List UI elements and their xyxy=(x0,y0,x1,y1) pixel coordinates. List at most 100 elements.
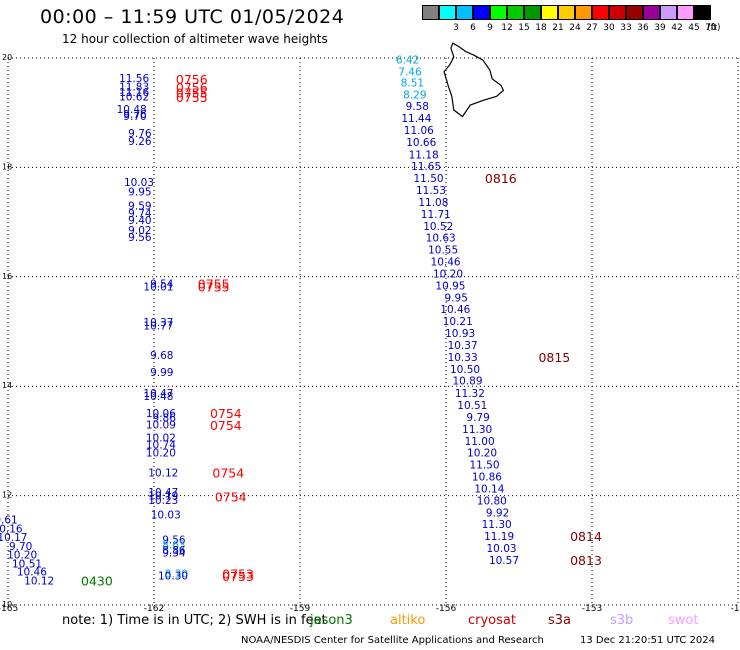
legend-swatch xyxy=(694,5,711,20)
legend-label: 12 xyxy=(501,23,513,33)
wave-height-label: 10.21 xyxy=(443,316,473,328)
legend-label: 3 xyxy=(453,23,459,33)
wave-height-label: 10.93 xyxy=(445,328,475,340)
lon-tick-label: -162 xyxy=(144,604,164,614)
wave-height-label: 11.30 xyxy=(482,519,512,531)
wave-height-label: 11.19 xyxy=(484,531,514,543)
wave-height-label: 10.80 xyxy=(477,496,507,508)
wave-height-label: 10.51 xyxy=(457,400,487,412)
wave-height-label: 8.51 xyxy=(401,78,424,90)
wave-height-label: 9.95 xyxy=(445,293,468,305)
satellite-label-altiko: altiko xyxy=(390,613,426,628)
legend-swatch xyxy=(490,5,507,20)
legend-label: 18 xyxy=(535,23,547,33)
wave-height-label: 10.61 xyxy=(0,515,18,527)
wave-height-label: 11.30 xyxy=(462,424,492,436)
time-label: 0816 xyxy=(485,171,517,186)
legend-label: 30 xyxy=(603,23,615,33)
lat-tick-label: 16 xyxy=(2,272,12,281)
wave-height-label: 9.92 xyxy=(486,508,509,520)
time-label: 0813 xyxy=(570,553,602,568)
legend-label: 6 xyxy=(470,23,476,33)
wave-height-label: 9.70 xyxy=(9,541,32,553)
wave-height-label: 9.58 xyxy=(406,101,429,113)
legend-swatch xyxy=(507,5,524,20)
wave-height-label: 9.54 xyxy=(150,278,174,290)
wave-height-label: 11.56 xyxy=(119,73,149,85)
legend-swatch xyxy=(643,5,660,20)
legend-swatch xyxy=(592,5,609,20)
wave-height-label: 10.14 xyxy=(474,483,504,495)
wave-height-label: 9.26 xyxy=(128,136,152,148)
wave-height-label: 10.20 xyxy=(467,447,497,459)
wave-height-label: 10.74 xyxy=(146,440,176,452)
wave-height-label: 9.56 xyxy=(162,534,186,546)
legend-unit: (ft) xyxy=(707,23,721,33)
legend-swatch xyxy=(626,5,643,20)
wave-height-label: 8.63 xyxy=(162,539,185,551)
time-label: 0755 xyxy=(176,90,208,105)
legend-label: 33 xyxy=(620,23,632,33)
wave-height-label: 9.86 xyxy=(153,412,177,424)
legend-swatch xyxy=(541,5,558,20)
wave-height-label: 11.08 xyxy=(418,197,448,209)
lon-tick-label: -165 xyxy=(0,604,18,614)
wave-height-label: 10.20 xyxy=(7,550,37,562)
time-label: 0754 xyxy=(210,406,242,421)
wave-height-label: 10.62 xyxy=(119,91,149,103)
time-label: 0756 xyxy=(176,72,208,87)
wave-height-label: 11.50 xyxy=(414,173,444,185)
legend-label: 27 xyxy=(586,23,598,33)
time-label: 0755 xyxy=(198,276,230,291)
lat-tick-label: 14 xyxy=(2,381,12,390)
wave-height-label: 10.01 xyxy=(143,282,173,294)
satellite-label-s3b: s3b xyxy=(610,613,634,628)
wave-height-label: 9.34 xyxy=(162,547,186,559)
wave-height-label: 10.20 xyxy=(146,447,176,459)
wave-height-label: 11.18 xyxy=(409,149,439,161)
time-label: 0814 xyxy=(570,529,602,544)
legend-label: 39 xyxy=(654,23,666,33)
generation-timestamp: 13 Dec 21:20:51 UTC 2024 xyxy=(580,635,715,646)
wave-height-label: 8.86 xyxy=(162,545,186,557)
wave-height-label: 10.20 xyxy=(433,269,463,281)
wave-height-label: 10.19 xyxy=(148,491,178,503)
time-label: 0754 xyxy=(215,490,247,505)
wave-height-label: 10.12 xyxy=(148,468,178,480)
wave-height-label: 11.83 xyxy=(119,81,149,93)
wave-height-label: 10.47 xyxy=(143,388,173,400)
wave-height-label: 10.50 xyxy=(450,364,480,376)
wave-height-label: 8.29 xyxy=(403,90,426,102)
wave-height-label: 11.00 xyxy=(465,436,495,448)
legend-swatch xyxy=(439,5,456,20)
wave-height-label: 10.03 xyxy=(124,177,154,189)
wave-height-label: 10.03 xyxy=(151,510,181,522)
wave-height-label: 11.65 xyxy=(411,161,441,173)
wave-height-label: 9.74 xyxy=(128,208,152,220)
wave-height-label: 10.66 xyxy=(406,137,436,149)
legend-swatch xyxy=(456,5,473,20)
time-label: 0753 xyxy=(222,569,254,584)
wave-height-label: 11.50 xyxy=(469,459,499,471)
wave-height-label: 10.23 xyxy=(148,495,178,507)
time-label: 0756 xyxy=(176,80,208,95)
wave-height-label: 9.59 xyxy=(128,201,151,213)
wave-height-label: 10.12 xyxy=(24,575,54,587)
lon-tick-label: -153 xyxy=(582,604,602,614)
legend-swatch xyxy=(422,5,439,20)
legend-swatch xyxy=(677,5,694,20)
legend-swatch xyxy=(575,5,592,20)
map-title: 00:00 – 11:59 UTC 01/05/2024 xyxy=(40,6,345,28)
wave-height-label: 10.37 xyxy=(143,317,173,329)
wave-height-label: 9.02 xyxy=(128,225,151,237)
big-island-outline xyxy=(443,42,505,118)
map-subtitle: 12 hour collection of altimeter wave hei… xyxy=(62,32,328,46)
time-label: 0753 xyxy=(222,566,254,581)
wave-height-label: 9.76 xyxy=(128,128,152,140)
legend-label: 24 xyxy=(569,23,581,33)
wave-height-label: 10.03 xyxy=(487,543,517,555)
wave-height-label: 10.02 xyxy=(146,433,176,445)
lat-tick-label: 12 xyxy=(2,491,12,500)
wave-height-label: 10.77 xyxy=(143,320,173,332)
